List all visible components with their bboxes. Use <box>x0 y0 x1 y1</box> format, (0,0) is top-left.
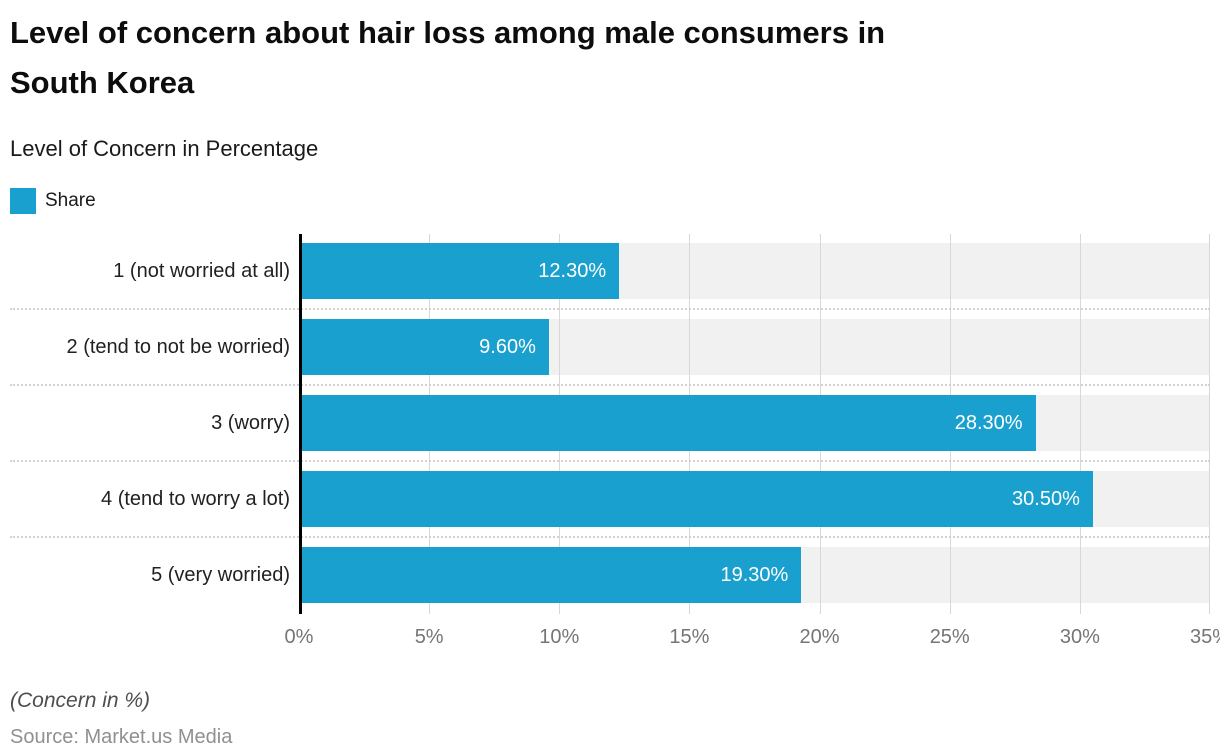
bar-value-label: 12.30% <box>538 259 607 282</box>
source-credit: Source: Market.us Media <box>10 726 233 748</box>
chart-title-line-2: South Korea <box>10 65 195 100</box>
bar-value-label: 28.30% <box>954 411 1023 434</box>
bar: 9.60% <box>299 319 549 375</box>
category-label: 5 (very worried) <box>151 564 290 586</box>
row-separator <box>10 384 1210 386</box>
x-axis-tick-label: 20% <box>799 626 840 648</box>
bar-row: 1 (not worried at all) 12.30% <box>10 234 1210 310</box>
bar-track: 28.30% <box>299 395 1210 451</box>
chart-title: Level of concern about hair loss among m… <box>10 8 1210 108</box>
bar-chart: 1 (not worried at all) 12.30% 2 (tend to… <box>10 234 1220 650</box>
row-separator <box>10 308 1210 310</box>
bar-value-label: 30.50% <box>1012 487 1080 510</box>
x-axis-tick-label: 0% <box>284 626 314 648</box>
bar-value-label: 9.60% <box>479 335 536 358</box>
x-axis-tick-label: 25% <box>929 626 970 648</box>
row-separator <box>10 536 1210 538</box>
bar-track: 30.50% <box>299 471 1210 527</box>
bar: 12.30% <box>299 243 620 299</box>
legend-swatch-icon <box>10 188 36 214</box>
x-axis: 0% 5% 10% 15% 20% 25% 30% 35% <box>285 626 1220 650</box>
bar: 28.30% <box>299 395 1036 451</box>
plot-area: 1 (not worried at all) 12.30% 2 (tend to… <box>10 234 1210 614</box>
legend: Share <box>10 188 1210 214</box>
category-label: 2 (tend to not be worried) <box>66 336 290 358</box>
bar-row: 5 (very worried) 19.30% <box>10 538 1210 614</box>
bar: 19.30% <box>299 547 802 603</box>
x-axis-tick-label: 30% <box>1059 626 1100 648</box>
bar-row: 2 (tend to not be worried) 9.60% <box>10 310 1210 386</box>
category-label: 1 (not worried at all) <box>113 260 290 282</box>
x-axis-tick-label: 10% <box>539 626 580 648</box>
bar-track: 19.30% <box>299 547 1210 603</box>
bar-row: 3 (worry) 28.30% <box>10 386 1210 462</box>
bar-track: 9.60% <box>299 319 1210 375</box>
bar-value-label: 19.30% <box>720 563 789 586</box>
category-label: 4 (tend to worry a lot) <box>101 488 290 510</box>
x-axis-tick-label: 5% <box>414 626 444 648</box>
bar-row: 4 (tend to worry a lot) 30.50% <box>10 462 1210 538</box>
legend-item-label: Share <box>45 190 96 211</box>
category-label: 3 (worry) <box>211 412 290 434</box>
bar-track: 12.30% <box>299 243 1210 299</box>
bar: 30.50% <box>299 471 1093 527</box>
chart-footnote: (Concern in %) <box>10 689 151 712</box>
x-axis-tick-label: 15% <box>669 626 710 648</box>
x-axis-tick-label: 35% <box>1189 626 1220 648</box>
row-separator <box>10 460 1210 462</box>
chart-subtitle: Level of Concern in Percentage <box>10 136 319 161</box>
chart-title-line-1: Level of concern about hair loss among m… <box>10 15 886 50</box>
